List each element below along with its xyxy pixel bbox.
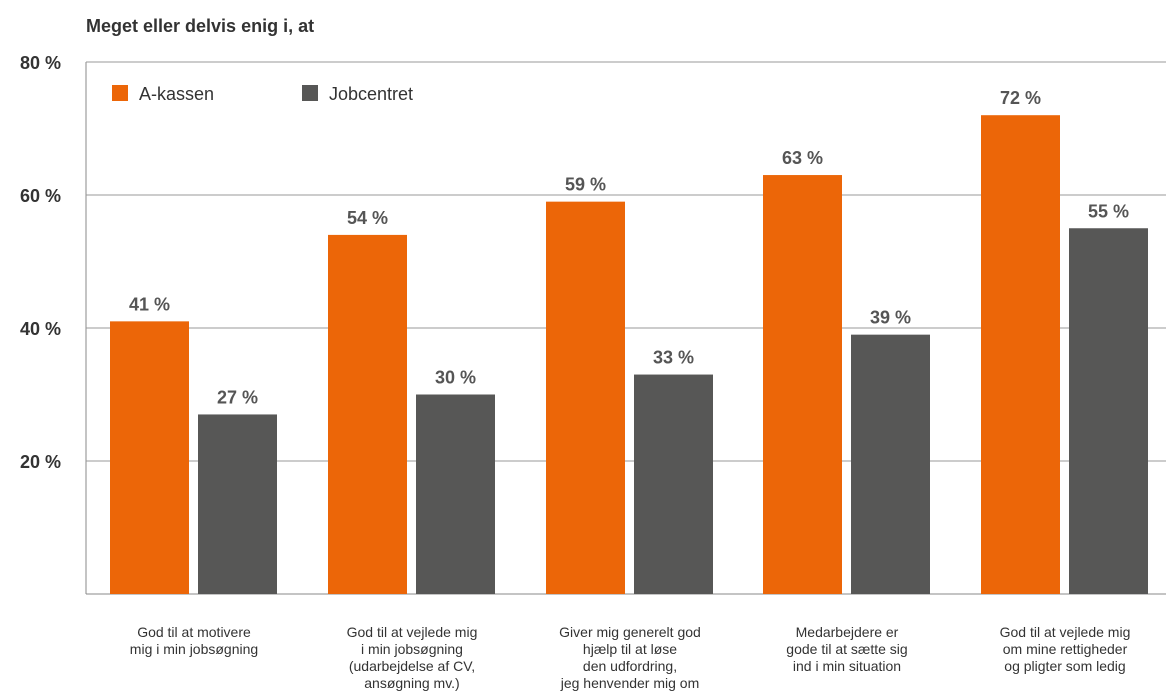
value-label: 55 % — [1088, 201, 1129, 221]
value-label: 41 % — [129, 294, 170, 314]
value-label: 30 % — [435, 368, 476, 388]
category-label-line: God til at motivere — [137, 624, 251, 640]
value-label: 63 % — [782, 148, 823, 168]
bar-jobcentret — [634, 374, 713, 594]
chart-title: Meget eller delvis enig i, at — [86, 16, 315, 36]
y-tick-label: 40 % — [20, 319, 61, 339]
category-label-line: ansøgning mv.) — [364, 675, 460, 691]
y-tick-label: 20 % — [20, 452, 61, 472]
value-label: 54 % — [347, 208, 388, 228]
category-label-line: gode til at sætte sig — [786, 641, 908, 657]
category-label-line: jeg henvender mig om — [560, 675, 700, 691]
category-label-line: og pligter som ledig — [1004, 658, 1126, 674]
category-label: Giver mig generelt god hjælp til at løse d… — [530, 624, 730, 692]
category-label: Medarbejdere er gode til at sætte sig ind … — [747, 624, 947, 675]
bar-jobcentret — [1069, 228, 1148, 594]
category-label-line: om mine rettigheder — [1002, 641, 1128, 657]
category-label: God til at vejlede mig om mine rettighede… — [965, 624, 1165, 675]
category-label-line: mig i min jobsøgning — [129, 641, 259, 657]
value-label: 59 % — [565, 175, 606, 195]
category-label-line: den udfordring, — [582, 658, 678, 674]
legend-label: Jobcentret — [329, 84, 413, 104]
category-label-line: God til at vejlede mig — [999, 624, 1131, 640]
legend-swatch — [112, 85, 128, 101]
category-label-line: i min jobsøgning — [361, 641, 463, 657]
bar-a-kassen — [763, 175, 842, 595]
category-label-line: hjælp til at løse — [582, 641, 678, 657]
legend-label: A-kassen — [139, 84, 214, 104]
bar-jobcentret — [851, 334, 930, 594]
category-label-line: (udarbejdelse af CV, — [348, 658, 476, 674]
bar-jobcentret — [416, 394, 495, 594]
bar-a-kassen — [328, 234, 407, 594]
category-label-line: Giver mig generelt god — [559, 624, 701, 640]
legend-swatch — [302, 85, 318, 101]
bar-a-kassen — [110, 321, 189, 594]
bar-a-kassen — [546, 201, 625, 594]
y-tick-label: 80 % — [20, 53, 61, 73]
bar-a-kassen — [981, 115, 1060, 594]
value-label: 33 % — [653, 348, 694, 368]
bar-jobcentret — [198, 414, 277, 594]
category-label-line: God til at vejlede mig — [346, 624, 478, 640]
value-label: 39 % — [870, 308, 911, 328]
y-tick-label: 60 % — [20, 186, 61, 206]
value-label: 72 % — [1000, 88, 1041, 108]
value-label: 27 % — [217, 387, 258, 407]
category-label: God til at motivere mig i min jobsøgning — [94, 624, 294, 658]
category-label-line: ind i min situation — [792, 658, 902, 674]
category-label: God til at vejlede mig i min jobsøgning (u… — [312, 624, 512, 692]
category-label-line: Medarbejdere er — [795, 624, 899, 640]
